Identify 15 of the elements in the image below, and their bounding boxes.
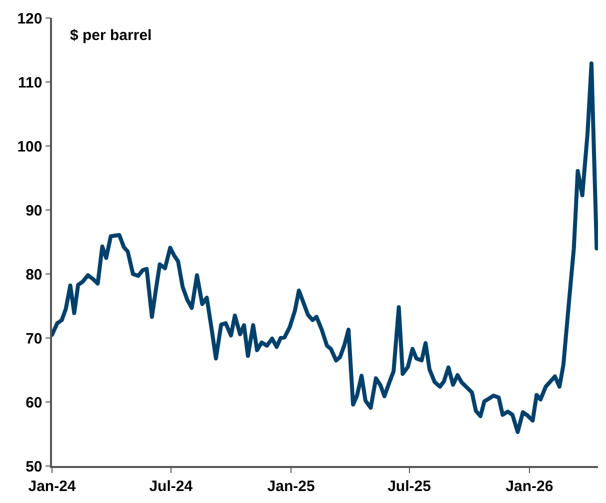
x-tick-label: Jan-25	[267, 478, 315, 495]
y-tick-label: 70	[26, 330, 42, 348]
y-tick-label: 80	[26, 266, 42, 284]
x-tick-label: Jan-26	[506, 478, 554, 495]
y-tick-label: 50	[26, 458, 42, 476]
y-tick-label: 120	[17, 10, 42, 28]
line-series	[52, 61, 598, 434]
y-tick-label: 90	[26, 202, 42, 220]
y-tick-label: 60	[26, 394, 42, 412]
x-tick-label: Jul-24	[149, 478, 194, 495]
y-tick-label: 100	[17, 138, 42, 156]
x-tick-label: Jan-24	[28, 478, 76, 495]
annotation: $ per barrel	[70, 27, 152, 44]
y-tick-label: 110	[18, 74, 42, 92]
x-tick-label: Jul-25	[388, 478, 431, 495]
